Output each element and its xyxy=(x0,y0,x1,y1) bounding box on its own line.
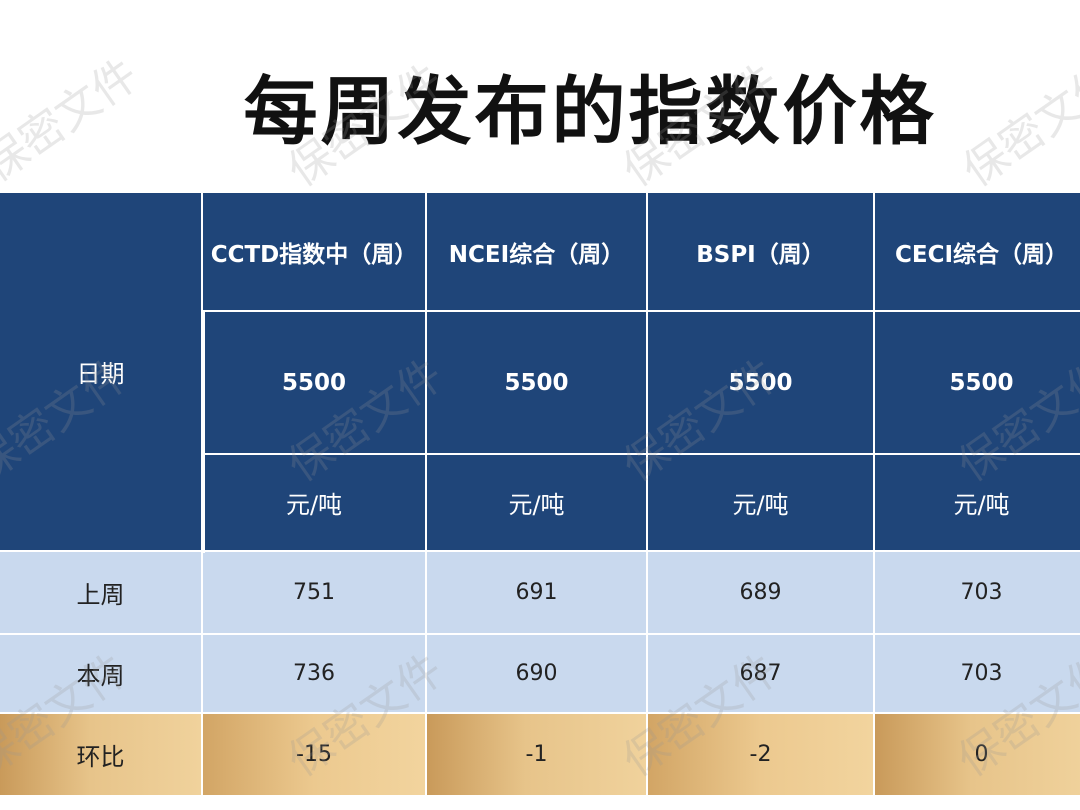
date-header: 日期 xyxy=(0,193,201,550)
unit-ceci: 元/吨 xyxy=(875,455,1080,550)
table-cell: 687 xyxy=(648,635,873,712)
column-header-ncei: NCEI综合（周） xyxy=(427,193,646,310)
table-cell: 751 xyxy=(203,552,425,633)
column-header-ceci: CECI综合（周） xyxy=(875,193,1080,310)
grade-ncei: 5500 xyxy=(427,312,646,453)
table-cell: -15 xyxy=(203,714,425,795)
column-header-bspi: BSPI（周） xyxy=(648,193,873,310)
table-cell: 689 xyxy=(648,552,873,633)
table-cell: 736 xyxy=(203,635,425,712)
row-label-last-week: 上周 xyxy=(0,552,201,633)
table-cell: 703 xyxy=(875,635,1080,712)
index-price-table: 日期 CCTD指数中（周） NCEI综合（周） BSPI（周） CECI综合（周… xyxy=(0,193,1080,795)
unit-ncei: 元/吨 xyxy=(427,455,646,550)
table-cell: 703 xyxy=(875,552,1080,633)
table-cell: 690 xyxy=(427,635,646,712)
table-cell: 691 xyxy=(427,552,646,633)
row-label-change: 环比 xyxy=(0,714,201,795)
divider xyxy=(201,310,205,553)
table-cell: 0 xyxy=(875,714,1080,795)
table-cell: -1 xyxy=(427,714,646,795)
column-header-cctd: CCTD指数中（周） xyxy=(203,193,425,310)
unit-cctd: 元/吨 xyxy=(203,455,425,550)
grade-ceci: 5500 xyxy=(875,312,1080,453)
table-cell: -2 xyxy=(648,714,873,795)
unit-bspi: 元/吨 xyxy=(648,455,873,550)
grade-bspi: 5500 xyxy=(648,312,873,453)
grade-cctd: 5500 xyxy=(203,312,425,453)
row-label-this-week: 本周 xyxy=(0,635,201,712)
page-title: 每周发布的指数价格 xyxy=(243,69,937,155)
